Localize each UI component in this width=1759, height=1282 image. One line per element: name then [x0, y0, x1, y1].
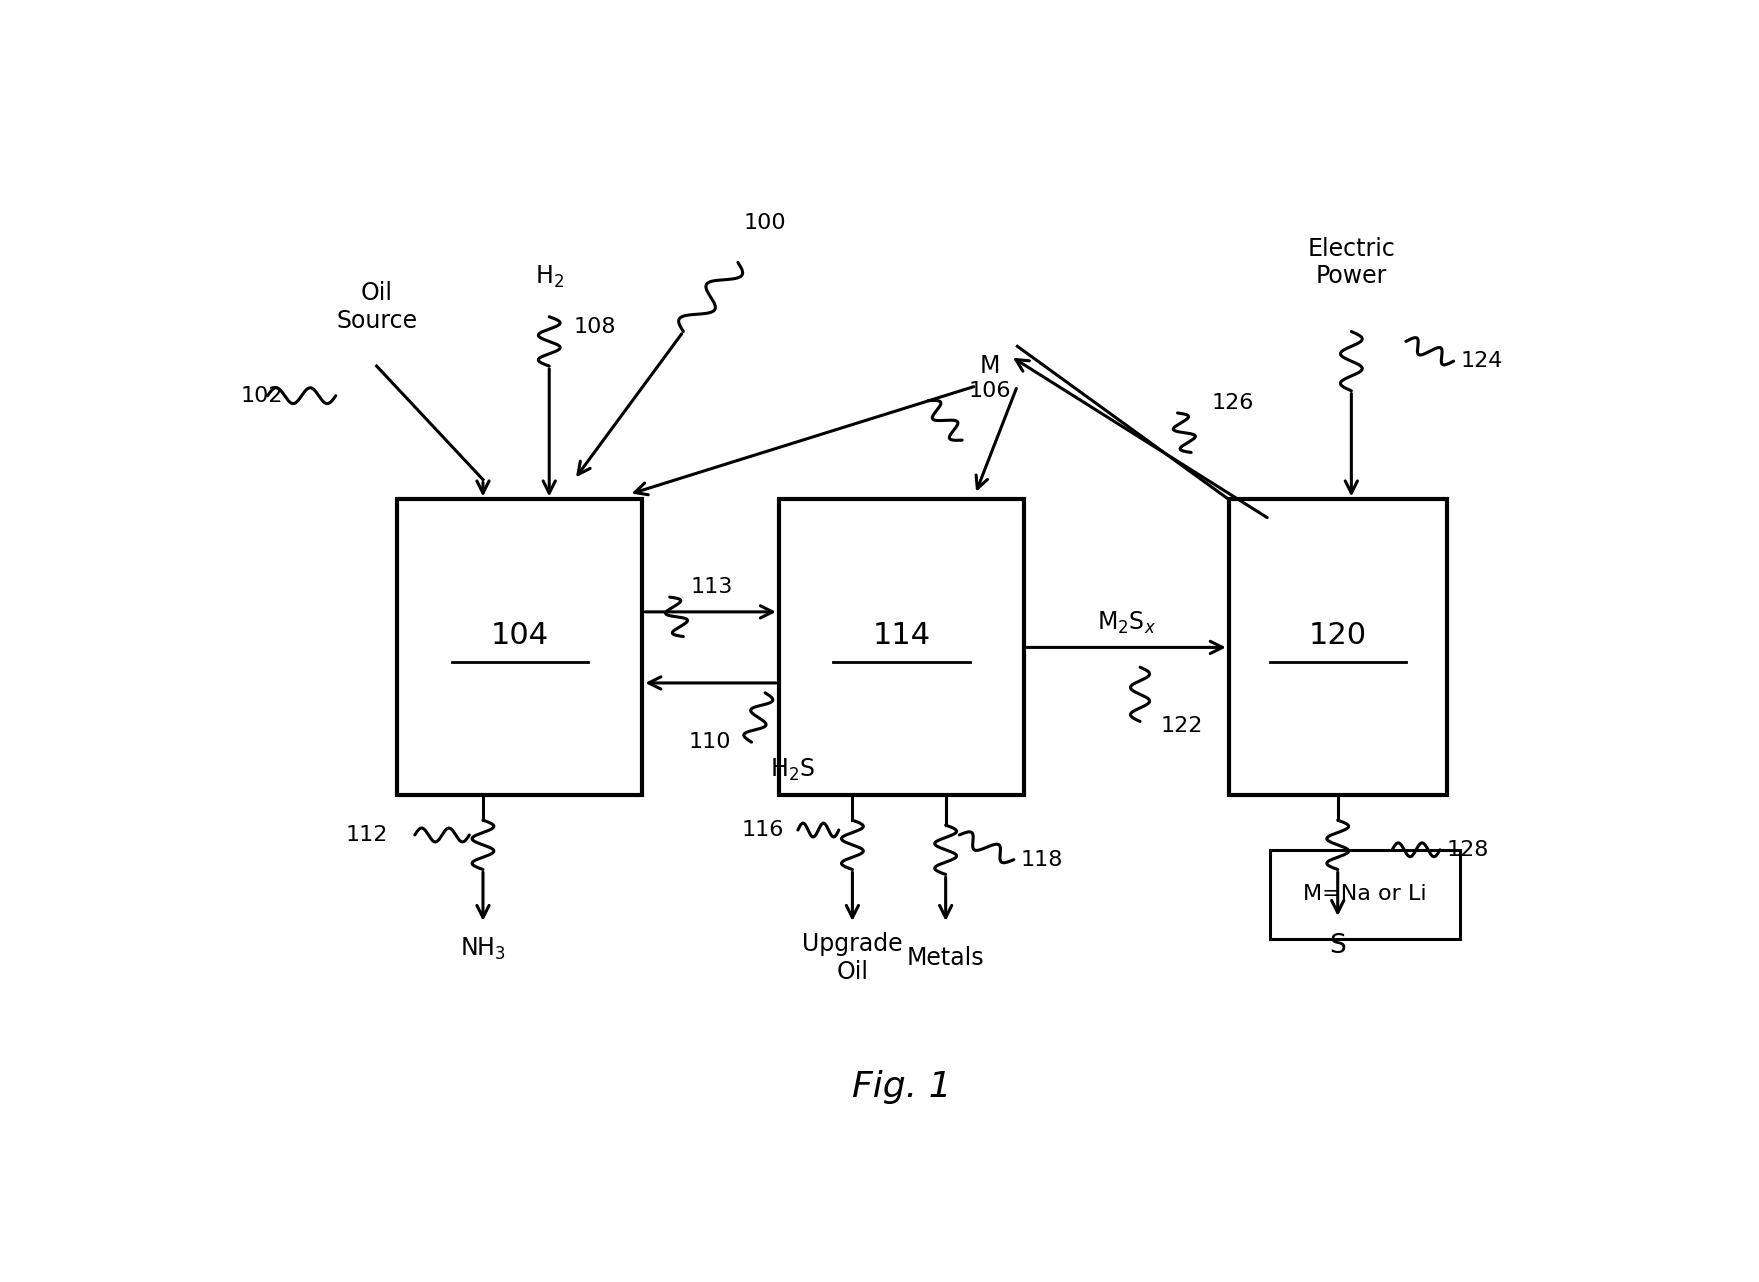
Text: 102: 102 — [241, 386, 283, 405]
Text: M$_2$S$_x$: M$_2$S$_x$ — [1098, 610, 1156, 636]
Text: Electric
Power: Electric Power — [1307, 236, 1395, 288]
Text: M=Na or Li: M=Na or Li — [1303, 885, 1427, 904]
Text: Metals: Metals — [908, 946, 985, 970]
Text: 110: 110 — [688, 732, 732, 753]
Text: 122: 122 — [1161, 717, 1203, 736]
Text: 114: 114 — [872, 620, 931, 650]
Text: 126: 126 — [1212, 394, 1254, 413]
Text: M: M — [980, 354, 1001, 378]
Text: 124: 124 — [1460, 351, 1502, 372]
Text: Oil
Source: Oil Source — [336, 281, 417, 333]
Text: Fig. 1: Fig. 1 — [851, 1069, 952, 1104]
Text: 108: 108 — [573, 317, 616, 337]
Text: H$_2$: H$_2$ — [535, 264, 563, 290]
Text: 128: 128 — [1446, 840, 1490, 860]
Text: Upgrade
Oil: Upgrade Oil — [802, 932, 902, 985]
Bar — [398, 500, 642, 795]
Text: 100: 100 — [744, 213, 786, 233]
Text: 112: 112 — [345, 824, 387, 845]
Text: 116: 116 — [742, 820, 785, 840]
Text: H$_2$S: H$_2$S — [770, 756, 814, 783]
Text: NH$_3$: NH$_3$ — [461, 936, 507, 962]
Text: 118: 118 — [1020, 850, 1062, 869]
Text: 120: 120 — [1309, 620, 1367, 650]
Bar — [779, 500, 1024, 795]
Text: 104: 104 — [491, 620, 549, 650]
Bar — [1270, 850, 1460, 938]
Text: 113: 113 — [690, 577, 732, 597]
Text: 106: 106 — [969, 381, 1011, 401]
Text: S: S — [1330, 932, 1346, 959]
Bar — [1228, 500, 1446, 795]
